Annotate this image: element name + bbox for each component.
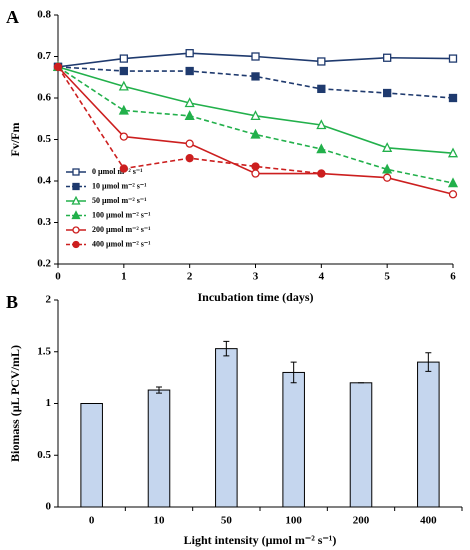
marker xyxy=(71,195,81,205)
panel-label: A xyxy=(6,7,19,27)
marker xyxy=(447,177,459,188)
error-bar xyxy=(156,386,162,394)
marker xyxy=(72,240,80,249)
marker xyxy=(448,93,458,103)
legend-label: 200 µmol m⁻² s⁻¹ xyxy=(92,225,151,234)
legend-label: 0 µmol m⁻² s⁻¹ xyxy=(92,167,143,176)
marker xyxy=(382,163,393,174)
marker xyxy=(53,62,63,72)
marker xyxy=(250,128,261,139)
marker xyxy=(119,164,128,173)
legend-label: 50 µmol m⁻² s⁻¹ xyxy=(92,196,147,205)
marker xyxy=(72,168,80,176)
marker xyxy=(448,54,458,63)
x-tick-label: 1 xyxy=(121,271,127,283)
bar xyxy=(417,361,440,508)
marker xyxy=(251,169,260,178)
bar xyxy=(349,382,373,508)
marker xyxy=(383,173,392,182)
x-tick-label: 400 xyxy=(420,515,437,527)
marker xyxy=(251,72,260,81)
x-tick-label: 4 xyxy=(319,271,325,283)
y-tick-label: 0.8 xyxy=(37,9,51,21)
marker xyxy=(72,182,80,191)
marker xyxy=(383,88,392,98)
x-tick-label: 0 xyxy=(55,271,61,283)
x-tick-label: 10 xyxy=(154,515,166,527)
y-tick-label: 1.5 xyxy=(37,345,51,357)
x-tick-label: 5 xyxy=(384,271,390,283)
x-tick-label: 2 xyxy=(187,271,193,283)
marker xyxy=(316,119,327,130)
marker xyxy=(118,104,129,115)
y-tick-label: 0.3 xyxy=(37,216,51,228)
marker xyxy=(383,53,392,62)
bar xyxy=(215,348,238,508)
marker xyxy=(447,147,459,158)
marker xyxy=(119,66,128,76)
marker xyxy=(317,169,326,178)
marker xyxy=(251,162,260,171)
marker xyxy=(185,139,194,148)
legend-label: 100 µmol m⁻² s⁻¹ xyxy=(92,210,151,219)
y-tick-label: 0.5 xyxy=(37,449,51,461)
marker xyxy=(185,49,194,58)
marker xyxy=(317,57,326,66)
legend-label: 10 µmol m⁻² s⁻¹ xyxy=(92,181,147,190)
marker xyxy=(316,143,327,154)
x-tick-label: 50 xyxy=(221,515,233,527)
marker xyxy=(185,66,194,76)
y-tick-label: 1 xyxy=(46,397,52,409)
marker xyxy=(250,110,261,120)
error-bar xyxy=(223,340,230,357)
y-axis-label: Biomass (µL PCV/mL) xyxy=(8,345,22,462)
bar xyxy=(80,403,103,508)
marker xyxy=(119,132,128,141)
x-tick-label: 0 xyxy=(89,515,95,527)
legend-label: 400 µmol m⁻² s⁻¹ xyxy=(92,239,151,248)
marker xyxy=(119,54,128,63)
y-tick-label: 2 xyxy=(46,294,52,306)
error-bar xyxy=(425,352,432,372)
y-axis-label: Fv/Fm xyxy=(8,123,22,157)
x-tick-label: 200 xyxy=(353,515,370,527)
marker xyxy=(184,97,195,108)
x-axis-label: Incubation time (days) xyxy=(197,290,313,304)
marker xyxy=(251,52,260,61)
marker xyxy=(118,80,129,91)
panel-label: B xyxy=(6,292,18,312)
marker xyxy=(317,84,326,94)
bar xyxy=(147,389,171,508)
x-tick-label: 6 xyxy=(450,271,456,283)
y-tick-label: 0.4 xyxy=(37,175,51,187)
y-tick-label: 0.7 xyxy=(37,50,51,62)
marker xyxy=(185,154,194,163)
y-tick-label: 0.5 xyxy=(37,133,51,145)
x-axis-label: Light intensity (µmol m⁻² s⁻¹) xyxy=(184,533,337,547)
y-tick-label: 0.2 xyxy=(37,258,51,270)
error-bar xyxy=(290,361,297,384)
y-tick-label: 0.6 xyxy=(37,92,51,104)
marker xyxy=(448,190,458,199)
x-tick-label: 3 xyxy=(253,271,259,283)
marker xyxy=(382,142,393,152)
marker xyxy=(72,226,80,234)
marker xyxy=(71,210,81,220)
y-tick-label: 0 xyxy=(46,501,52,513)
x-tick-label: 100 xyxy=(285,515,302,527)
marker xyxy=(184,110,195,120)
series-line xyxy=(57,66,454,99)
bar xyxy=(282,371,305,508)
